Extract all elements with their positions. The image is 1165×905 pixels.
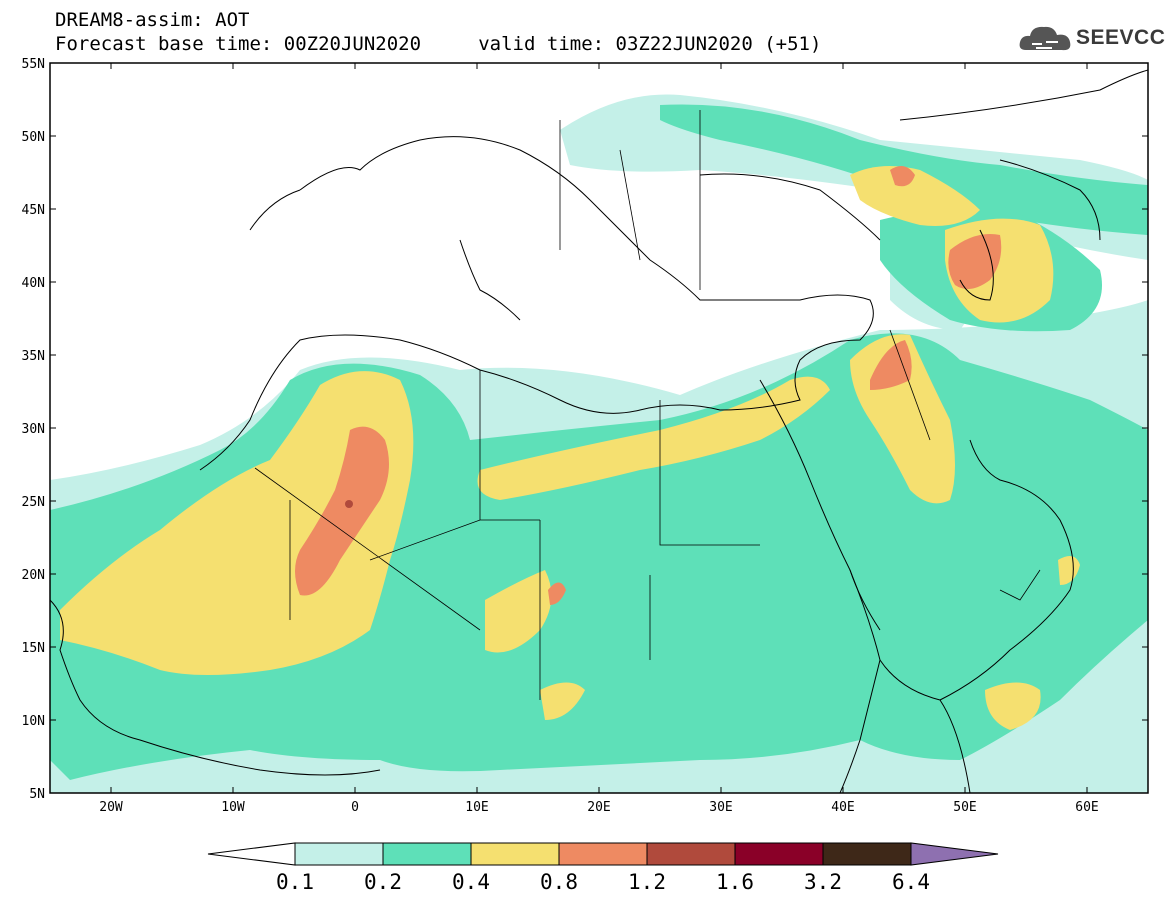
- lon-tick-label: 10W: [221, 800, 245, 815]
- latitude-axis: 55N 50N 45N 40N 35N 30N 25N 20N 15N 10N 5N: [22, 57, 1148, 802]
- lat-tick-label: 20N: [22, 568, 45, 583]
- colorbar-over-arrow: [910, 842, 999, 866]
- colorbar: [207, 842, 999, 866]
- colorbar-box: [734, 842, 824, 866]
- lon-tick-label: 20W: [99, 800, 123, 815]
- lat-tick-label: 25N: [22, 495, 45, 510]
- aot-contours-1.2: [345, 500, 353, 508]
- seevccc-logo: SEEVCCC: [1018, 22, 1165, 62]
- colorbar-box: [646, 842, 736, 866]
- lat-tick-label: 55N: [22, 57, 45, 72]
- colorbar-box: [470, 842, 560, 866]
- colorbar-level-label: 3.2: [804, 870, 842, 894]
- lat-tick-label: 30N: [22, 422, 45, 437]
- colorbar-box: [558, 842, 648, 866]
- lon-tick-label: 60E: [1075, 800, 1098, 815]
- lat-tick-label: 10N: [22, 714, 45, 729]
- lon-tick-label: 50E: [953, 800, 976, 815]
- forecast-times: Forecast base time: 00Z20JUN2020 valid t…: [55, 33, 822, 55]
- lat-tick-label: 40N: [22, 276, 45, 291]
- lon-tick-label: 30E: [709, 800, 732, 815]
- colorbar-under-arrow: [207, 842, 296, 866]
- map-title: DREAM8-assim: AOT: [55, 9, 250, 31]
- longitude-axis: 20W 10W 0 10E 20E 30E 40E 50E 60E: [99, 63, 1099, 815]
- lat-tick-label: 5N: [29, 787, 45, 802]
- coastlines: [50, 69, 1148, 793]
- lat-tick-label: 35N: [22, 349, 45, 364]
- lon-tick-label: 40E: [831, 800, 854, 815]
- colorbar-level-label: 0.2: [364, 870, 402, 894]
- colorbar-level-label: 0.1: [276, 870, 314, 894]
- lon-tick-label: 20E: [587, 800, 610, 815]
- colorbar-box: [382, 842, 472, 866]
- colorbar-level-label: 1.6: [716, 870, 754, 894]
- cloud-icon: [1019, 26, 1071, 51]
- colorbar-box: [822, 842, 912, 866]
- logo-text: SEEVCCC: [1076, 26, 1165, 49]
- aot-contours-0.8: [295, 166, 1002, 605]
- lat-tick-label: 45N: [22, 203, 45, 218]
- colorbar-level-label: 1.2: [628, 870, 666, 894]
- colorbar-level-label: 0.8: [540, 870, 578, 894]
- country-borders: [254, 110, 1041, 700]
- lon-tick-label: 10E: [465, 800, 488, 815]
- lat-tick-label: 50N: [22, 130, 45, 145]
- lat-tick-label: 15N: [22, 641, 45, 656]
- colorbar-level-label: 6.4: [892, 870, 930, 894]
- lon-tick-label: 0: [351, 800, 359, 815]
- colorbar-box: [294, 842, 384, 866]
- colorbar-level-label: 0.4: [452, 870, 490, 894]
